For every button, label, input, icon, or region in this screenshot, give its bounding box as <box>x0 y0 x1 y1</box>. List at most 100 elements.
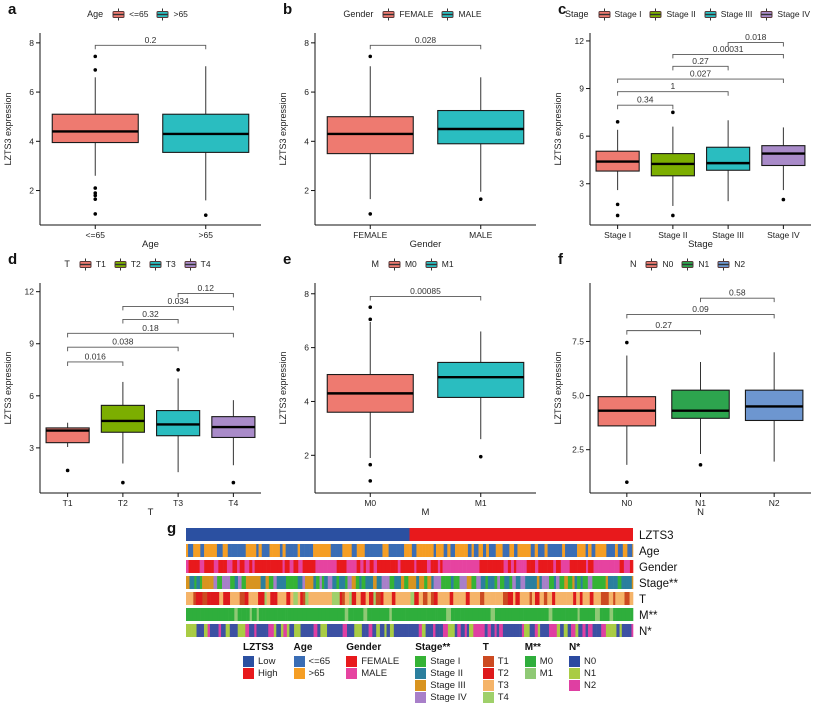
heatmap-row-label: LZTS3 <box>639 530 674 542</box>
heatmap-legend-item: T4 <box>482 692 509 703</box>
pvalue-label: 0.27 <box>692 56 709 66</box>
y-tick-label: 5.0 <box>572 391 584 401</box>
pvalue-bracket <box>67 361 124 366</box>
pvalue-label: 0.018 <box>745 32 767 42</box>
heatmap-legend-item: FEMALE <box>346 656 399 667</box>
box <box>100 404 145 433</box>
outlier-point <box>615 213 620 218</box>
boxplot-key-icon <box>704 8 717 20</box>
panel-letter: c <box>558 1 567 18</box>
heatmap-legend-label: T2 <box>497 668 509 679</box>
pvalue-label: 0.027 <box>690 69 712 79</box>
heatmap-legend-label: Stage I <box>430 656 461 667</box>
panel-d: d T T1 T2 T3 T4 3 6 9 12 LZTS3 expression T1 T2 T3 T… <box>0 250 275 518</box>
heatmap-row-label: Gender <box>639 562 678 574</box>
boxplot-age: 2 4 6 8 LZTS3 expression <=65 >65 0.2 Age <box>3 33 261 250</box>
pvalue-bracket <box>626 330 701 335</box>
y-tick-label: 6 <box>579 131 584 141</box>
boxplot-n: 2.5 5.0 7.5 LZTS3 expression N0 N1 N2 0.27 0.09 0… <box>553 283 811 518</box>
color-swatch <box>346 656 358 667</box>
panel-legend: Gender FEMALE MALE <box>275 0 550 25</box>
x-tick-label: N0 <box>621 498 632 508</box>
panel-legend: Age <=65 >65 <box>0 0 275 25</box>
heatmap-row-T <box>186 592 634 605</box>
heatmap-legend-label: T4 <box>497 692 509 703</box>
heatmap-legend-title: M** <box>524 642 541 653</box>
y-tick-label: 2.5 <box>572 445 584 455</box>
color-swatch <box>293 656 305 667</box>
color-swatch <box>293 668 305 679</box>
legend-label: N2 <box>734 259 746 269</box>
legend-label: M0 <box>404 259 417 269</box>
legend-title: Age <box>87 9 104 19</box>
pvalue-bracket <box>672 53 784 59</box>
y-tick-label: 2 <box>304 186 309 196</box>
color-swatch <box>524 668 536 679</box>
pvalue-label: 1 <box>671 81 676 91</box>
x-tick-label: M1 <box>475 498 487 508</box>
panel-legend: T T1 T2 T3 T4 <box>0 250 275 275</box>
pvalue-label: 0.32 <box>142 309 159 319</box>
legend-label: Stage IV <box>777 9 811 19</box>
y-tick-label: 6 <box>304 343 309 353</box>
panel-b: b Gender FEMALE MALE 2 4 6 8 LZTS3 expression F… <box>275 0 550 250</box>
heatmap-row-LZTS3 <box>186 528 633 541</box>
heatmap-legend-label: Stage II <box>430 668 463 679</box>
legend-item: FEMALE <box>381 8 433 21</box>
heatmap-legend-label: Stage III <box>430 680 466 691</box>
outlier-point <box>625 480 629 484</box>
x-tick-label: >65 <box>199 230 214 240</box>
panel-letter: g <box>167 520 177 537</box>
heatmap-legend-label: Low <box>258 656 276 667</box>
pvalue-bracket <box>617 78 784 84</box>
heatmap-legend-item: T3 <box>482 680 509 691</box>
panel-c: c Stage Stage I Stage II Stage III Stage IV … <box>550 0 825 250</box>
heatmap-legend-group: Stage** Stage I Stage II Stage III Stage IV <box>415 642 467 704</box>
x-axis-title: Stage <box>688 239 713 250</box>
legend-item: M1 <box>424 258 454 271</box>
legend-label: N0 <box>662 259 674 269</box>
heatmap-legend-title: LZTS3 <box>243 642 274 653</box>
pvalue-bracket <box>369 44 482 50</box>
x-tick-label: T3 <box>173 498 183 508</box>
heatmap-row-label: M** <box>639 610 658 622</box>
outlier-point <box>615 202 620 207</box>
y-tick-label: 4 <box>304 136 309 146</box>
color-swatch <box>482 656 494 667</box>
heatmap-legend-label: High <box>258 668 278 679</box>
pvalue-bracket <box>626 313 775 319</box>
y-tick-label: 12 <box>25 287 35 297</box>
boxplot-key-icon <box>149 258 162 270</box>
legend-title: Gender <box>343 9 374 19</box>
box <box>671 389 730 419</box>
heatmap-legend-group: N* N0 N1 N2 <box>568 642 596 704</box>
outlier-point <box>368 317 373 322</box>
legend-item: N0 <box>644 258 673 271</box>
pvalue-bracket <box>94 44 207 50</box>
outlier-point <box>478 454 483 459</box>
legend-item: T2 <box>113 258 141 271</box>
legend-item: Stage IV <box>759 8 810 21</box>
outlier-point <box>93 186 98 190</box>
pvalue-label: 0.2 <box>145 35 157 45</box>
outlier-point <box>93 54 98 59</box>
heatmap-legend-title: Age <box>293 642 313 653</box>
panel-letter: b <box>283 1 293 18</box>
color-swatch <box>482 668 494 679</box>
legend-label: T2 <box>130 259 141 269</box>
y-tick-label: 12 <box>575 36 585 46</box>
y-tick-label: 9 <box>579 84 584 94</box>
y-tick-label: 4 <box>29 136 34 146</box>
boxplot-gender: 2 4 6 8 LZTS3 expression FEMALE MALE 0.028 Gende… <box>278 33 536 250</box>
outlier-point <box>478 197 483 201</box>
legend-label: FEMALE <box>399 9 434 19</box>
boxplot-key-icon <box>425 258 438 270</box>
heatmap-legend-label: <=65 <box>308 656 331 667</box>
color-swatch <box>568 668 580 679</box>
boxplot-key-icon <box>382 8 395 20</box>
color-swatch <box>524 656 536 667</box>
y-axis-label: LZTS3 expression <box>553 92 563 165</box>
box <box>326 116 414 155</box>
x-tick-label: Stage II <box>658 230 687 240</box>
